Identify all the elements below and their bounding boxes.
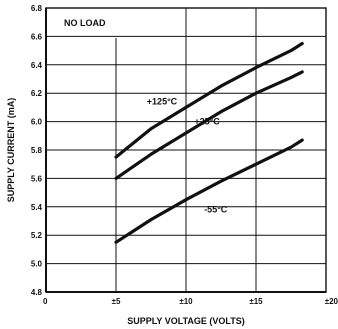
y-tick-label: 4.8: [31, 288, 43, 297]
series-line-minus55c: [114, 138, 304, 244]
tick-labels: 4.8 5.0 5.2 5.4 5.6 5.8 6.0 6.2 6.4 6.6 6.8 0 ±5 ±10 ±…: [31, 4, 338, 306]
x-axis-title: SUPPLY VOLTAGE (VOLTS): [127, 316, 245, 326]
x-tick-label: ±10: [179, 297, 193, 306]
series-line-25c: [114, 70, 304, 180]
y-tick-label: 6.6: [31, 32, 43, 41]
x-tick-label: ±5: [112, 297, 121, 306]
y-tick-label: 5.0: [31, 260, 43, 269]
y-tick-label: 5.2: [31, 231, 43, 240]
no-load-annotation: NO LOAD: [64, 18, 106, 28]
grid-lines: [46, 8, 326, 292]
series-label-25c: +25°C: [194, 116, 220, 126]
y-tick-label: 6.2: [31, 89, 43, 98]
y-tick-label: 6.4: [31, 61, 43, 70]
series-line-125c: [114, 41, 304, 159]
y-tick-label: 6.8: [31, 4, 43, 13]
y-tick-label: 5.4: [31, 203, 43, 212]
y-tick-label: 6.0: [31, 118, 43, 127]
x-tick-label: 0: [43, 297, 48, 306]
y-tick-label: 5.8: [31, 146, 43, 155]
x-tick-label: ±15: [249, 297, 263, 306]
series-label-minus55c: -55°C: [204, 204, 228, 214]
series-layer: [114, 41, 304, 244]
series-label-125c: +125°C: [147, 97, 178, 107]
x-tick-label: ±20: [325, 297, 338, 306]
y-tick-label: 5.6: [31, 174, 43, 183]
y-axis-title: SUPPLY CURRENT (mA): [6, 98, 16, 203]
